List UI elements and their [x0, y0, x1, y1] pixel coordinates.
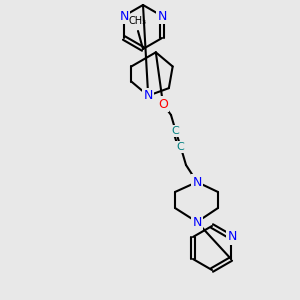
- Text: N: N: [192, 215, 202, 229]
- Text: O: O: [158, 98, 168, 110]
- Text: N: N: [192, 176, 202, 188]
- Text: N: N: [227, 230, 237, 244]
- Text: N: N: [119, 10, 129, 22]
- Text: C: C: [176, 142, 184, 152]
- Text: CH₃: CH₃: [129, 16, 147, 26]
- Text: N: N: [158, 10, 167, 22]
- Text: C: C: [171, 126, 179, 136]
- Text: N: N: [143, 89, 153, 102]
